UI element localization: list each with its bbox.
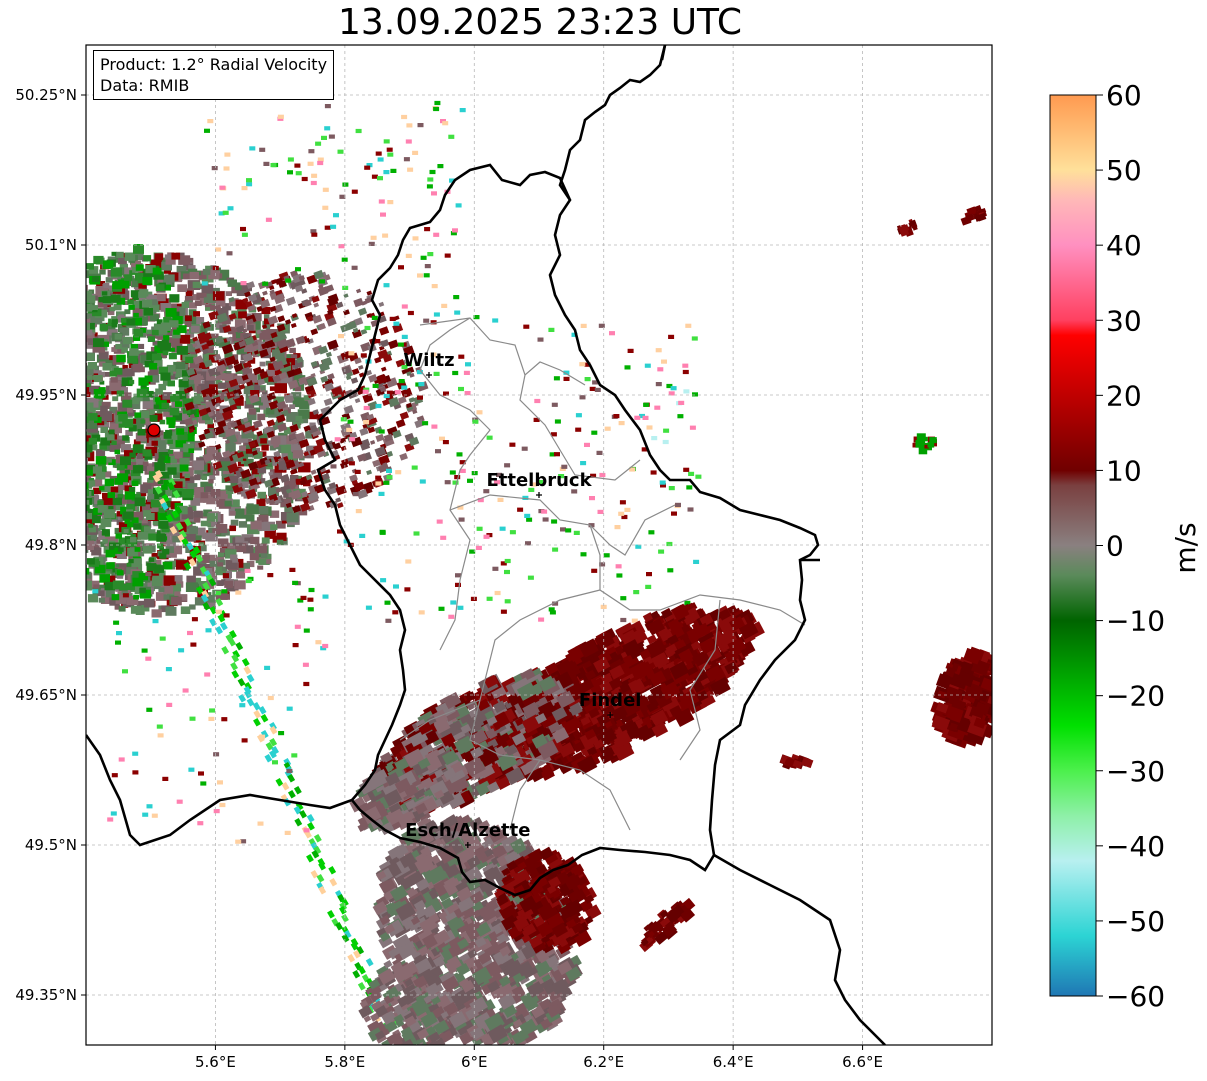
echo-cluster <box>930 646 992 749</box>
country-border-south <box>86 734 353 847</box>
city-marker-icon <box>607 712 614 718</box>
city-label: Esch/Alzette <box>405 820 530 841</box>
lon-tick-label: 6.2°E <box>583 1053 624 1071</box>
echo-cluster <box>912 433 937 455</box>
colorbar-tick-label: −20 <box>1106 680 1165 713</box>
echo-cluster <box>494 846 602 955</box>
colorbar-gradient <box>1049 94 1097 997</box>
lon-tick-label: 5.6°E <box>195 1053 236 1071</box>
colorbar-tick-label: −10 <box>1106 605 1165 638</box>
colorbar: 60 50 40 30 20 10 0 −10 −20 −30 −40 −50 −60 m/s <box>1049 79 1202 1013</box>
lon-tick-label: 6.6°E <box>842 1053 883 1071</box>
colorbar-tick-label: −30 <box>1106 755 1165 788</box>
lat-tick-label: 49.8°N <box>25 536 77 554</box>
lat-tick-label: 49.5°N <box>25 836 77 854</box>
lon-tick-label: 6.4°E <box>713 1053 754 1071</box>
colorbar-tick-label: 30 <box>1106 304 1142 337</box>
echo-scatter <box>92 562 329 844</box>
city-labels: Wiltz Ettelbruck Findel Esch/Alzette <box>403 350 641 848</box>
data-source-label: Data: RMIB <box>100 76 190 95</box>
product-info-box: Product: 1.2° Radial Velocity Data: RMIB <box>93 50 335 100</box>
lat-tick-label: 50.1°N <box>25 236 77 254</box>
echo-radial-line <box>152 470 399 1035</box>
colorbar-tick-label: 20 <box>1106 379 1142 412</box>
echo-cluster <box>349 747 470 836</box>
echo-cluster <box>960 205 988 226</box>
colorbar-tick-label: 50 <box>1106 154 1142 187</box>
lat-tick-label: 49.95°N <box>15 386 77 404</box>
product-label: Product: 1.2° Radial Velocity <box>100 55 328 74</box>
city-label: Findel <box>579 690 642 711</box>
echo-cluster <box>358 959 458 1045</box>
borders-layer <box>86 45 886 1045</box>
lon-tick-label: 6°E <box>461 1053 488 1071</box>
city-marker-icon <box>464 842 471 848</box>
colorbar-tick-label: −60 <box>1106 980 1165 1013</box>
colorbar-unit-label: m/s <box>1169 522 1202 573</box>
colorbar-tick-label: 60 <box>1106 79 1142 112</box>
lon-tick-label: 5.8°E <box>324 1053 365 1071</box>
country-border-luxembourg <box>316 45 820 897</box>
city-marker-icon <box>536 492 542 498</box>
radar-site-icon <box>147 423 161 437</box>
echo-scatter <box>330 303 702 623</box>
lat-tick-label: 49.35°N <box>15 986 77 1004</box>
colorbar-tick-label: −50 <box>1106 905 1165 938</box>
city-label: Ettelbruck <box>486 470 592 491</box>
axis-ticks: 50.25°N 50.1°N 49.95°N 49.8°N 49.65°N 49.5°N 4… <box>15 86 883 1071</box>
gridlines <box>86 45 992 1045</box>
colorbar-tick-label: 40 <box>1106 229 1142 262</box>
colorbar-ticks: 60 50 40 30 20 10 0 −10 −20 −30 −40 −50 −60 <box>1096 79 1165 1013</box>
colorbar-tick-label: −40 <box>1106 830 1165 863</box>
city-marker-icon <box>425 372 432 378</box>
echo-cluster <box>183 269 429 514</box>
colorbar-tick-label: 10 <box>1106 454 1142 487</box>
country-border-east <box>660 45 886 1045</box>
echo-cluster <box>639 897 696 953</box>
radar-echo-layer <box>86 100 992 1045</box>
radar-location-icon <box>147 423 161 437</box>
colorbar-tick-label: 0 <box>1106 530 1124 563</box>
lat-tick-label: 49.65°N <box>15 686 77 704</box>
map-title: 13.09.2025 23:23 UTC <box>337 2 743 43</box>
echo-cluster <box>896 218 918 237</box>
canton-boundaries <box>399 317 806 831</box>
echo-scatter <box>642 383 698 445</box>
city-label: Wiltz <box>403 350 454 371</box>
echo-cluster <box>779 753 814 770</box>
lat-tick-label: 50.25°N <box>15 86 77 104</box>
